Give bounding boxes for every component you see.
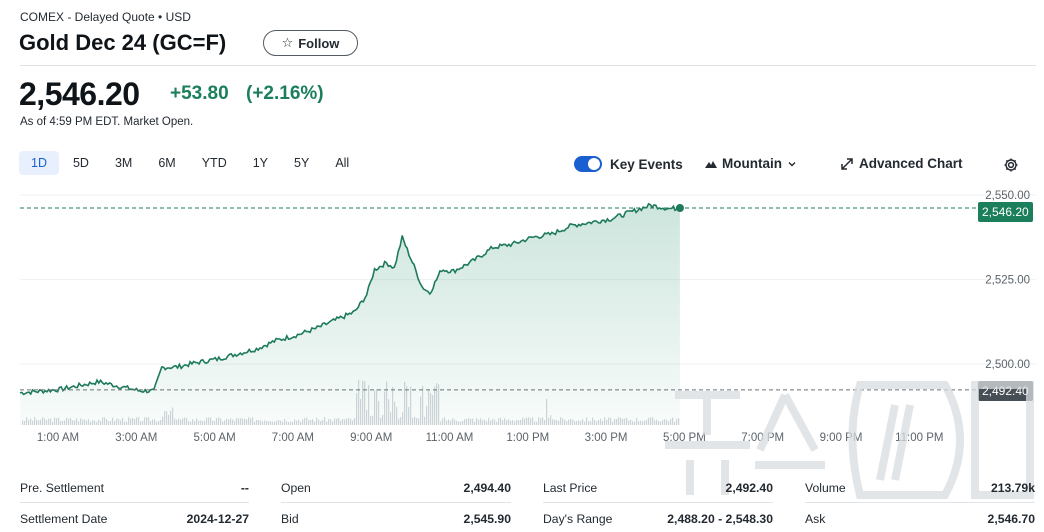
x-tick-label: 9:00 AM [350,432,392,444]
stat-value: 2,494.40 [463,481,511,495]
stat-divider [281,502,511,503]
stat-ask: Ask 2,546.70 [805,512,1035,528]
x-tick-label: 7:00 AM [272,432,314,444]
expand-icon [841,157,853,170]
stat-label: Settlement Date [20,512,108,526]
stat-value: 2,488.20 - 2,548.30 [667,512,773,526]
range-tab-3m[interactable]: 3M [114,156,133,170]
as-of-timestamp: As of 4:59 PM EDT. Market Open. [20,116,194,128]
previous-close-tag: 2,492.40 [978,381,1033,401]
price-line [19,202,681,396]
chart-type-label: Mountain [722,156,782,171]
mountain-icon [705,160,717,168]
range-tab-ytd[interactable]: YTD [201,156,227,170]
range-tab-1d[interactable]: 1D [19,151,59,175]
x-tick-label: 1:00 AM [37,432,79,444]
chevron-down-icon [788,161,796,166]
y-tick-label: 2,500.00 [985,359,1030,371]
x-tick-label: 7:00 PM [741,432,784,444]
x-tick-label: 3:00 AM [115,432,157,444]
last-price-dot [675,203,684,212]
stat-value: -- [240,481,249,495]
stat-label: Ask [805,512,826,526]
stat-divider [543,502,773,503]
stat-value: 213.79k [990,481,1035,495]
range-tab-5y[interactable]: 5Y [294,156,310,170]
stat-divider [805,502,1035,503]
follow-button[interactable]: ☆ Follow [263,30,358,56]
gear-icon[interactable] [1003,157,1019,178]
price-change: +53.80 [170,83,229,104]
page-title: Gold Dec 24 (GC=F) [19,30,227,55]
price-chart[interactable]: 2,550.00 2,525.00 2,500.00 1:00 AM 3:00 AM 5… [0,185,1044,450]
follow-label: Follow [298,35,340,51]
stat-days-range: Day's Range 2,488.20 - 2,548.30 [543,512,773,528]
header-divider [20,65,1036,66]
stat-value: 2,545.90 [463,512,511,526]
advanced-chart-label: Advanced Chart [859,156,963,171]
x-tick-label: 11:00 PM [895,432,943,444]
stat-label: Bid [281,512,299,526]
stat-label: Volume [805,481,846,495]
key-events-toggle[interactable] [574,156,602,172]
stat-label: Pre. Settlement [20,481,104,495]
stat-volume: Volume 213.79k [805,481,1035,497]
stat-pre-settlement: Pre. Settlement -- [20,481,249,497]
x-tick-label: 11:00 AM [426,432,474,444]
key-events-control[interactable]: Key Events [574,156,683,172]
x-tick-label: 3:00 PM [585,432,628,444]
stat-label: Open [281,481,311,495]
range-tab-1y[interactable]: 1Y [252,156,269,170]
stat-last-price: Last Price 2,492.40 [543,481,773,497]
stat-value: 2024-12-27 [186,512,249,526]
x-tick-label: 9:00 PM [820,432,863,444]
stat-value: 2,546.70 [987,512,1035,526]
current-price-tag: 2,546.20 [978,202,1033,222]
range-selector: 1D 5D 3M 6M YTD 1Y 5Y All [19,151,363,175]
star-icon: ☆ [281,35,294,50]
x-axis-ticks: 1:00 AM 3:00 AM 5:00 AM 7:00 AM 9:00 AM 11:00… [37,432,944,444]
y-tick-label: 2,525.00 [985,275,1030,287]
current-price: 2,546.20 [19,76,140,112]
stat-bid: Bid 2,545.90 [281,512,511,528]
price-change-percent: (+2.16%) [246,83,324,104]
range-tab-all[interactable]: All [335,156,350,170]
y-axis-ticks: 2,550.00 2,525.00 2,500.00 [985,190,1030,371]
exchange-line: COMEX - Delayed Quote • USD [20,10,191,24]
stat-open: Open 2,494.40 [281,481,511,497]
stat-value: 2,492.40 [725,481,773,495]
x-tick-label: 1:00 PM [506,432,549,444]
stat-label: Last Price [543,481,598,495]
key-events-label: Key Events [610,156,683,172]
range-tab-5d[interactable]: 5D [72,156,89,170]
x-tick-label: 5:00 AM [193,432,235,444]
stat-settlement-date: Settlement Date 2024-12-27 [20,512,249,528]
advanced-chart-button[interactable]: Advanced Chart [841,156,963,171]
range-tab-6m[interactable]: 6M [158,156,176,170]
y-tick-label: 2,550.00 [985,190,1030,202]
stat-divider [20,502,249,503]
stat-label: Day's Range [543,512,613,526]
x-tick-label: 5:00 PM [663,432,706,444]
chart-type-dropdown[interactable]: Mountain [705,156,797,171]
price-area [20,203,680,425]
